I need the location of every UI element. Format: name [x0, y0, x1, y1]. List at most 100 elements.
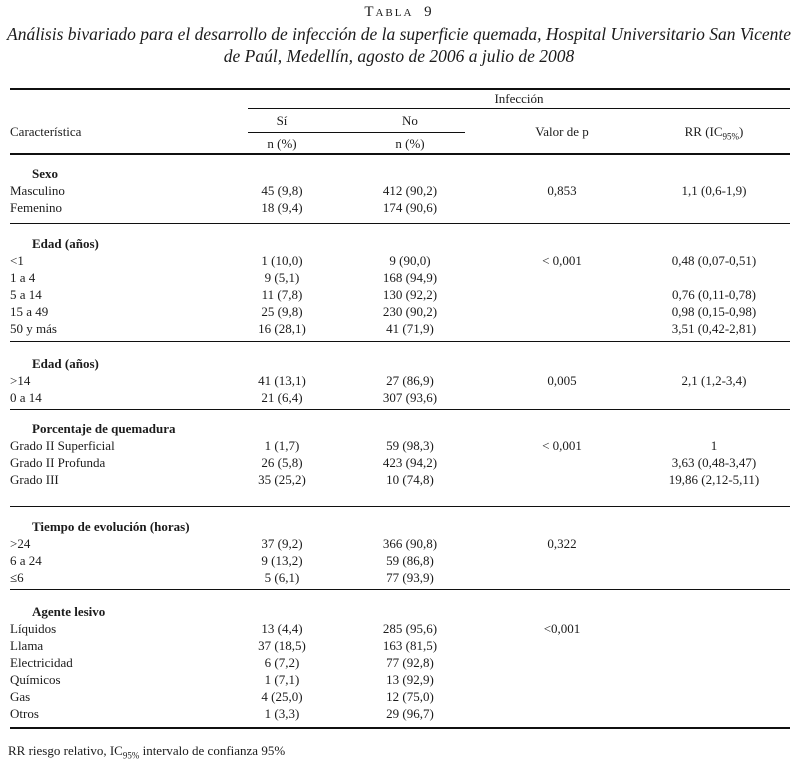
cell-label: <1: [10, 253, 24, 268]
cell-p-value: [486, 688, 638, 705]
cell-si: 37 (9,2): [261, 536, 303, 551]
table-title: Análisis bivariado para el desarrollo de…: [0, 23, 798, 67]
cell-rr: 0,98 (0,15-0,98): [671, 304, 757, 319]
cell-si: 21 (6,4): [261, 390, 303, 405]
cell-no: 41 (71,9): [386, 321, 434, 336]
cell-no: 412 (90,2): [382, 183, 438, 198]
column-header-no: No: [402, 113, 418, 128]
cell-si: 6 (7,2): [264, 655, 300, 670]
infection-group-cell: Infección: [230, 89, 791, 109]
cell-no: 130 (92,2): [382, 287, 438, 302]
cell-p-value: [486, 269, 638, 286]
cell-no: 168 (94,9): [382, 270, 438, 285]
cell-si: 9 (5,1): [264, 270, 300, 285]
cell-rr: 0,48 (0,07-0,51): [671, 253, 757, 268]
cell-rr: 3,63 (0,48-3,47): [671, 455, 757, 470]
table-row: Líquidos 13 (4,4) 285 (95,6) <0,001: [10, 620, 790, 637]
footnote: RR riesgo relativo, IC95% intervalo de c…: [8, 743, 798, 760]
cell-label: 50 y más: [10, 321, 57, 336]
section-header-edad-grupos: Edad (años): [32, 236, 99, 251]
cell-no: 59 (86,8): [386, 553, 434, 568]
cell-si: 45 (9,8): [261, 183, 303, 198]
table-row: Grado II Profunda 26 (5,8) 423 (94,2) 3,…: [10, 454, 790, 471]
cell-rr: [638, 199, 790, 224]
n-pct-row: n (%) n (%): [230, 133, 486, 153]
cell-no: 29 (96,7): [386, 706, 434, 721]
table-row: Gas 4 (25,0) 12 (75,0): [10, 688, 790, 705]
table-row: Químicos 1 (7,1) 13 (92,9): [10, 671, 790, 688]
section-header-row: Tiempo de evolución (horas): [10, 506, 791, 536]
cell-rr: 3,51 (0,42-2,81): [671, 321, 757, 336]
cell-no: 307 (93,6): [382, 390, 438, 405]
infection-group-header: Infección: [248, 90, 791, 109]
cell-rr: 19,86 (2,12-5,11): [668, 472, 760, 487]
table-row: 15 a 49 25 (9,8) 230 (90,2) 0,98 (0,15-0…: [10, 303, 790, 320]
cell-no: 285 (95,6): [382, 621, 438, 636]
cell-label: Grado II Superficial: [10, 438, 115, 453]
table-row: <1 1 (10,0) 9 (90,0) < 0,001 0,48 (0,07-…: [10, 252, 790, 269]
cell-si: 26 (5,8): [261, 455, 303, 470]
si-no-row: Sí No: [230, 109, 486, 132]
cell-rr: 2,1 (1,2-3,4): [681, 373, 747, 388]
cell-no: 366 (90,8): [382, 536, 438, 551]
table-row: >24 37 (9,2) 366 (90,8) 0,322: [10, 535, 790, 552]
cell-rr: 0,76 (0,11-0,78): [672, 287, 757, 302]
infection-span-row: Infección: [10, 89, 791, 109]
cell-p-value: < 0,001: [542, 253, 582, 268]
section-header-tiempo: Tiempo de evolución (horas): [32, 519, 190, 534]
cell-p-value: [486, 199, 638, 224]
cell-label: Llama: [10, 638, 44, 653]
bivariate-analysis-table: Infección Característica Sí No n (%) n (…: [10, 88, 791, 729]
cell-p-value: 0,853: [547, 183, 577, 198]
cell-si: 9 (13,2): [261, 553, 303, 568]
cell-p-value: [486, 303, 638, 320]
cell-label: Electricidad: [10, 655, 73, 670]
cell-no: 9 (90,0): [389, 253, 431, 268]
cell-no: 163 (81,5): [382, 638, 438, 653]
cell-p-value: [486, 671, 638, 688]
table-row: 0 a 14 21 (6,4) 307 (93,6): [10, 389, 790, 410]
cell-label: >14: [10, 373, 31, 388]
footnote-text: RR riesgo relativo, IC: [8, 743, 123, 758]
cell-label: 1 a 4: [10, 270, 36, 285]
cell-si: 41 (13,1): [258, 373, 306, 388]
cell-si: 37 (18,5): [258, 638, 306, 653]
cell-si: 1 (3,3): [264, 706, 300, 721]
cell-si: 16 (28,1): [258, 321, 306, 336]
cell-no: 12 (75,0): [386, 689, 434, 704]
cell-si: 1 (7,1): [264, 672, 300, 687]
cell-label: 0 a 14: [10, 390, 42, 405]
cell-p-value: [486, 569, 638, 590]
blank-cell: [10, 89, 230, 109]
cell-rr: 1,1 (0,6-1,9): [681, 183, 747, 198]
cell-no: 174 (90,6): [382, 200, 438, 215]
cell-rr: 1: [710, 438, 718, 453]
cell-rr: [638, 637, 790, 654]
cell-label: Gas: [10, 689, 31, 704]
column-header-si: Sí: [276, 113, 288, 128]
cell-p-value: [486, 454, 638, 471]
cell-label: ≤6: [10, 570, 24, 585]
section-header-agente: Agente lesivo: [32, 604, 106, 619]
cell-si: 35 (25,2): [258, 472, 306, 487]
section-header-porcentaje: Porcentaje de quemadura: [32, 421, 176, 436]
cell-p-value: 0,322: [547, 536, 577, 551]
table-title-line2: de Paúl, Medellín, agosto de 2006 a juli…: [223, 46, 575, 66]
table-row: 5 a 14 11 (7,8) 130 (92,2) 0,76 (0,11-0,…: [10, 286, 790, 303]
table-caption: Tabla 9 Análisis bivariado para el desar…: [0, 0, 798, 67]
cell-no: 27 (86,9): [386, 373, 434, 388]
section-header-row: Edad (años): [10, 341, 791, 373]
table-row: Otros 1 (3,3) 29 (96,7): [10, 705, 791, 728]
cell-p-value: [486, 286, 638, 303]
table-row: 1 a 4 9 (5,1) 168 (94,9): [10, 269, 790, 286]
section-header-row: Edad (años): [10, 223, 791, 253]
cell-p-value: 0,005: [547, 373, 577, 388]
cell-rr: [638, 569, 790, 590]
table-row: Grado III 35 (25,2) 10 (74,8) 19,86 (2,1…: [10, 471, 790, 507]
footnote-text-cont: intervalo de confianza 95%: [139, 743, 286, 758]
column-header-valor-de-p: Valor de p: [535, 123, 589, 139]
si-no-underline: [248, 132, 465, 133]
table-row: Llama 37 (18,5) 163 (81,5): [10, 637, 790, 654]
cell-p-value: [486, 471, 638, 507]
